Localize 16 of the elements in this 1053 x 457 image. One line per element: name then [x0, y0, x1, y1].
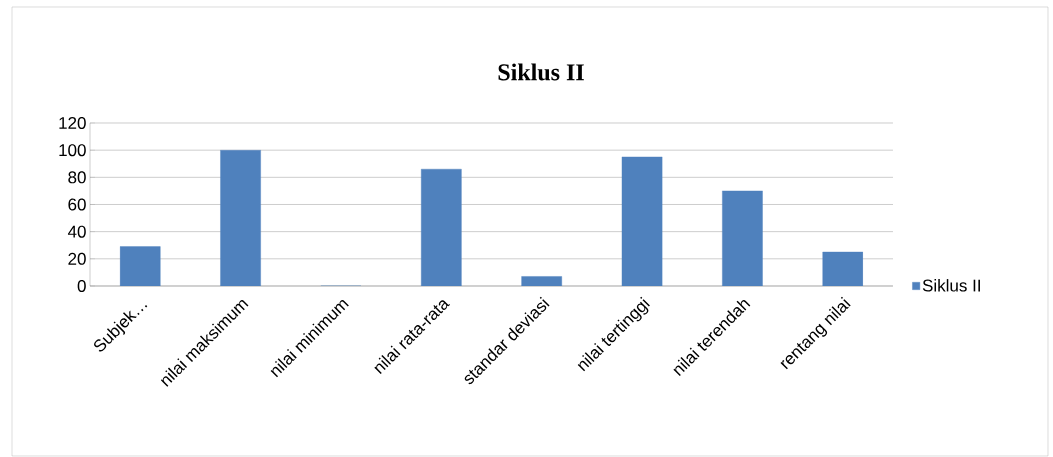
y-tick-label: 60 — [68, 198, 86, 211]
bar — [220, 149, 261, 286]
y-tick-label: 80 — [68, 171, 86, 184]
y-tick-label: 100 — [59, 144, 86, 157]
bar — [722, 190, 763, 286]
bar — [822, 251, 864, 286]
y-tick-label: 0 — [77, 279, 86, 293]
y-tick-label: 120 — [59, 116, 86, 130]
bar — [119, 246, 161, 286]
bar — [621, 156, 663, 286]
y-tick-label: 40 — [67, 225, 86, 238]
bar — [421, 168, 462, 286]
bar — [521, 276, 562, 286]
chart-title: Siklus II — [498, 63, 584, 81]
legend-label: Siklus II — [922, 279, 980, 292]
y-tick-label: 20 — [68, 252, 86, 265]
